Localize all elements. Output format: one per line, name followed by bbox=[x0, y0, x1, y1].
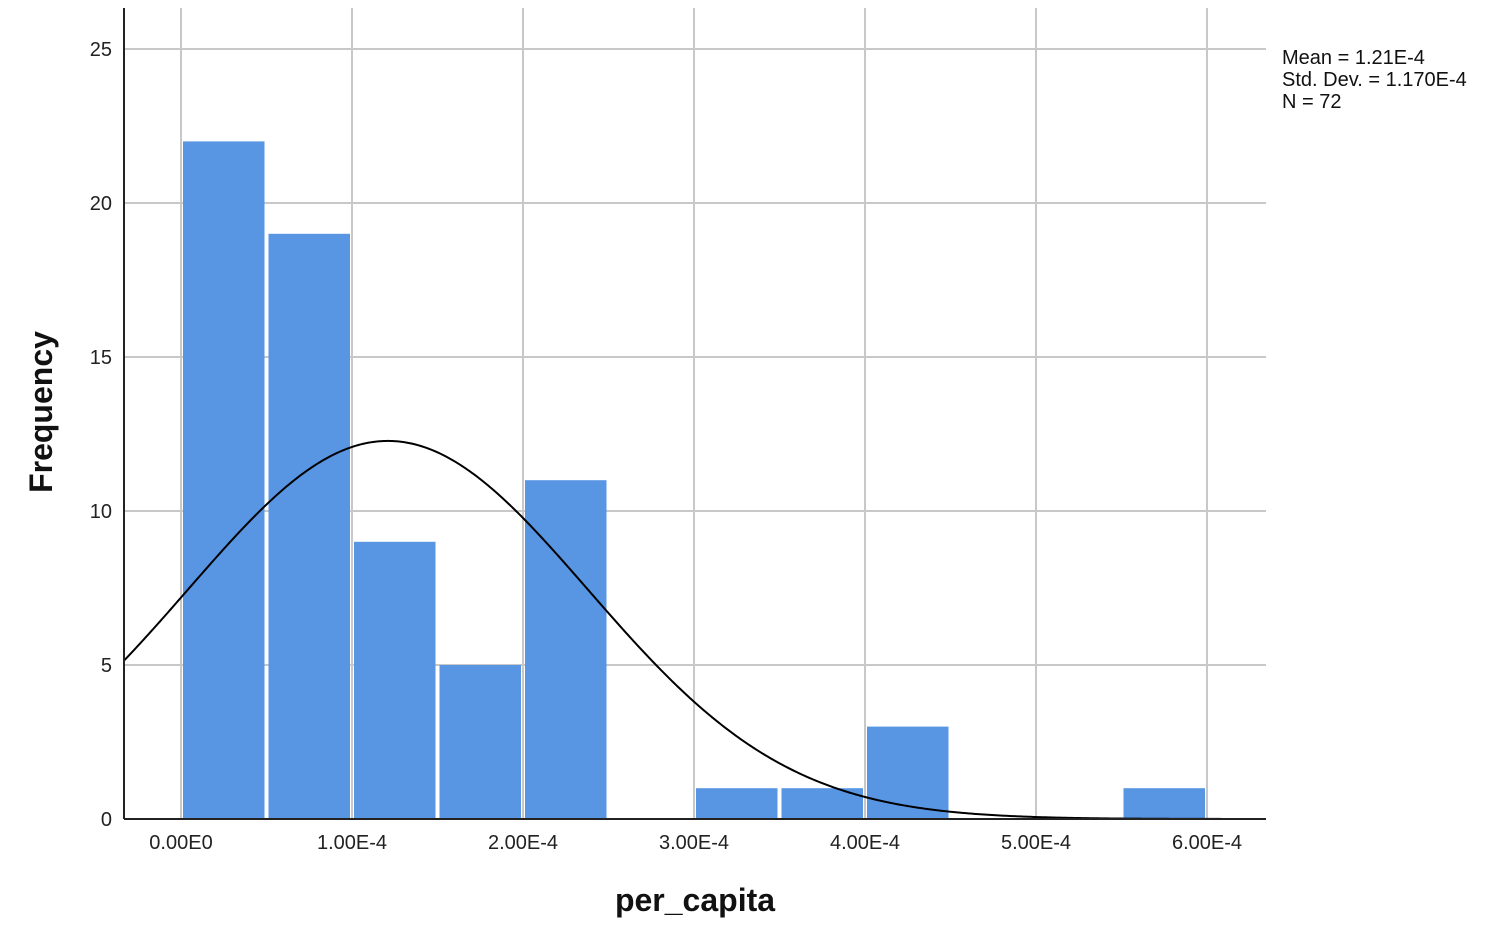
statistics-legend: Mean = 1.21E-4 Std. Dev. = 1.170E-4 N = … bbox=[1282, 47, 1467, 113]
x-tick-label: 4.00E-4 bbox=[830, 832, 900, 854]
y-axis-title: Frequency bbox=[23, 331, 59, 493]
x-tick-label: 5.00E-4 bbox=[1001, 832, 1071, 854]
histogram-bar bbox=[696, 788, 778, 819]
y-tick-label: 25 bbox=[90, 39, 112, 61]
stat-mean: Mean = 1.21E-4 bbox=[1282, 47, 1425, 69]
histogram-bar bbox=[268, 233, 350, 820]
stat-std-dev: Std. Dev. = 1.170E-4 bbox=[1282, 69, 1467, 91]
x-tick-label: 6.00E-4 bbox=[1172, 832, 1242, 854]
histogram-bar bbox=[867, 726, 949, 819]
x-axis-title: per_capita bbox=[615, 882, 775, 918]
axes bbox=[123, 8, 1266, 820]
stat-n: N = 72 bbox=[1282, 91, 1342, 113]
histogram-bar bbox=[439, 665, 521, 819]
tick-labels: 0 5 10 15 20 25 0.00E0 1.00E-4 2.00E-4 3.00E-4 4.0… bbox=[90, 39, 1242, 854]
bars bbox=[183, 141, 1205, 820]
histogram-bar bbox=[183, 141, 265, 819]
y-tick-label: 15 bbox=[90, 347, 112, 369]
histogram-bar bbox=[525, 480, 607, 819]
y-tick-label: 10 bbox=[90, 501, 112, 523]
y-tick-label: 5 bbox=[101, 655, 112, 677]
x-tick-label: 0.00E0 bbox=[149, 832, 212, 854]
histogram-bar bbox=[1123, 788, 1205, 819]
histogram-bar bbox=[354, 541, 436, 819]
x-tick-label: 3.00E-4 bbox=[659, 832, 729, 854]
x-tick-label: 1.00E-4 bbox=[317, 832, 387, 854]
x-tick-label: 2.00E-4 bbox=[488, 832, 558, 854]
normal-curve bbox=[123, 439, 1267, 820]
y-tick-label: 20 bbox=[90, 193, 112, 215]
y-tick-label: 0 bbox=[101, 809, 112, 831]
normal-curve-line bbox=[123, 439, 1267, 820]
